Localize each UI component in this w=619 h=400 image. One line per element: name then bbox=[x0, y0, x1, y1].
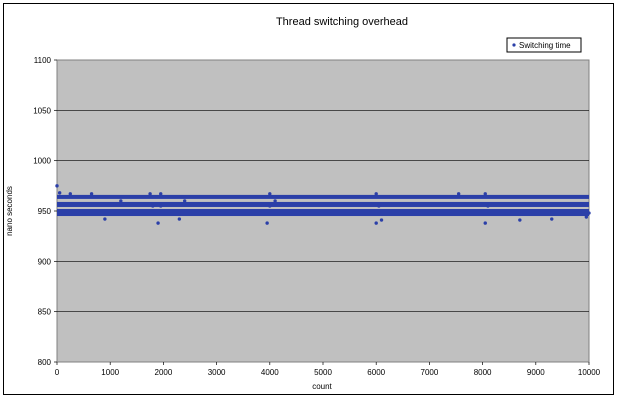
data-point bbox=[456, 192, 461, 196]
data-point bbox=[159, 192, 163, 196]
data-point bbox=[103, 217, 107, 221]
x-axis-label: count bbox=[312, 382, 332, 391]
x-tick-label: 1000 bbox=[101, 368, 119, 377]
y-axis-ticks: 800 850 900 950 1000 1050 1100 bbox=[33, 56, 57, 367]
y-tick-label: 1100 bbox=[34, 56, 52, 65]
data-point bbox=[89, 192, 94, 196]
y-tick-label: 950 bbox=[38, 207, 52, 216]
data-point bbox=[483, 192, 487, 196]
y-tick-label: 900 bbox=[38, 257, 52, 266]
data-point bbox=[374, 221, 378, 225]
x-tick-label: 6000 bbox=[367, 368, 385, 377]
data-point bbox=[151, 204, 155, 208]
x-tick-label: 9000 bbox=[527, 368, 545, 377]
y-axis-label: nano seconds bbox=[5, 186, 14, 236]
data-point bbox=[273, 199, 277, 203]
data-point bbox=[587, 211, 591, 215]
data-points bbox=[55, 184, 591, 225]
data-point bbox=[177, 217, 182, 221]
x-tick-label: 0 bbox=[55, 368, 60, 377]
data-band bbox=[57, 208, 589, 217]
y-tick-label: 1000 bbox=[33, 157, 51, 166]
data-point bbox=[483, 221, 487, 225]
data-point bbox=[55, 184, 59, 188]
data-point bbox=[148, 192, 152, 196]
data-band bbox=[57, 194, 589, 199]
data-point bbox=[518, 218, 522, 222]
x-tick-label: 8000 bbox=[474, 368, 492, 377]
y-tick-label: 850 bbox=[38, 308, 52, 317]
data-point bbox=[156, 221, 160, 225]
data-point bbox=[68, 192, 73, 196]
x-tick-label: 10000 bbox=[578, 368, 601, 377]
data-point bbox=[268, 192, 272, 196]
legend-box bbox=[506, 37, 582, 53]
x-tick-label: 5000 bbox=[314, 368, 332, 377]
data-bands bbox=[57, 194, 589, 217]
x-tick-label: 7000 bbox=[421, 368, 439, 377]
x-tick-label: 2000 bbox=[155, 368, 173, 377]
x-axis-ticks: 0 1000 2000 3000 4000 5000 6000 7000 8000 9000 100… bbox=[55, 362, 601, 377]
chart-title: Thread switching overhead bbox=[276, 16, 408, 28]
data-point bbox=[486, 204, 490, 208]
legend-label: Switching time bbox=[519, 41, 571, 50]
x-tick-label: 3000 bbox=[208, 368, 226, 377]
data-point bbox=[584, 215, 589, 219]
y-tick-label: 800 bbox=[38, 358, 52, 367]
data-point bbox=[119, 199, 123, 203]
data-point bbox=[182, 199, 187, 203]
legend-marker bbox=[512, 43, 516, 47]
data-point bbox=[374, 192, 378, 196]
x-tick-label: 4000 bbox=[261, 368, 279, 377]
data-point bbox=[377, 204, 381, 208]
data-point bbox=[265, 221, 269, 225]
data-point bbox=[57, 191, 62, 195]
data-point bbox=[550, 217, 554, 221]
y-tick-label: 1050 bbox=[33, 106, 51, 115]
data-point bbox=[159, 204, 163, 208]
data-point bbox=[268, 204, 272, 208]
data-point bbox=[379, 218, 384, 222]
data-band bbox=[57, 201, 589, 207]
legend: Switching time bbox=[506, 37, 582, 53]
